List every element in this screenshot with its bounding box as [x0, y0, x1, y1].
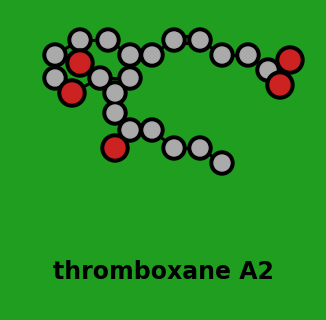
Circle shape: [118, 43, 142, 67]
Circle shape: [144, 122, 160, 138]
Circle shape: [188, 28, 212, 52]
Circle shape: [101, 134, 129, 162]
Circle shape: [105, 138, 125, 158]
Circle shape: [166, 140, 182, 156]
Circle shape: [256, 58, 280, 82]
Circle shape: [43, 66, 67, 90]
Circle shape: [118, 118, 142, 142]
Circle shape: [270, 75, 290, 95]
Circle shape: [162, 28, 186, 52]
Circle shape: [140, 43, 164, 67]
Circle shape: [144, 47, 160, 63]
Circle shape: [122, 122, 138, 138]
Circle shape: [122, 70, 138, 86]
Circle shape: [122, 47, 138, 63]
Circle shape: [47, 70, 63, 86]
Circle shape: [192, 32, 208, 48]
Circle shape: [166, 32, 182, 48]
Circle shape: [276, 46, 304, 74]
Circle shape: [92, 70, 108, 86]
Circle shape: [96, 28, 120, 52]
Circle shape: [240, 47, 256, 63]
Circle shape: [58, 79, 86, 107]
Circle shape: [62, 83, 82, 103]
Circle shape: [107, 105, 123, 121]
Circle shape: [140, 118, 164, 142]
Circle shape: [214, 155, 230, 171]
Circle shape: [72, 32, 88, 48]
Circle shape: [188, 136, 212, 160]
Text: thromboxane A2: thromboxane A2: [52, 260, 274, 284]
Circle shape: [118, 66, 142, 90]
Circle shape: [210, 151, 234, 175]
Circle shape: [70, 53, 90, 73]
Circle shape: [66, 49, 94, 77]
Circle shape: [103, 81, 127, 105]
Circle shape: [260, 62, 276, 78]
Circle shape: [88, 66, 112, 90]
Circle shape: [100, 32, 116, 48]
Circle shape: [43, 43, 67, 67]
Circle shape: [162, 136, 186, 160]
Circle shape: [107, 85, 123, 101]
Circle shape: [68, 28, 92, 52]
Circle shape: [192, 140, 208, 156]
Circle shape: [280, 50, 300, 70]
Circle shape: [47, 47, 63, 63]
Circle shape: [210, 43, 234, 67]
Circle shape: [103, 101, 127, 125]
Circle shape: [214, 47, 230, 63]
Circle shape: [236, 43, 260, 67]
Circle shape: [266, 71, 294, 99]
